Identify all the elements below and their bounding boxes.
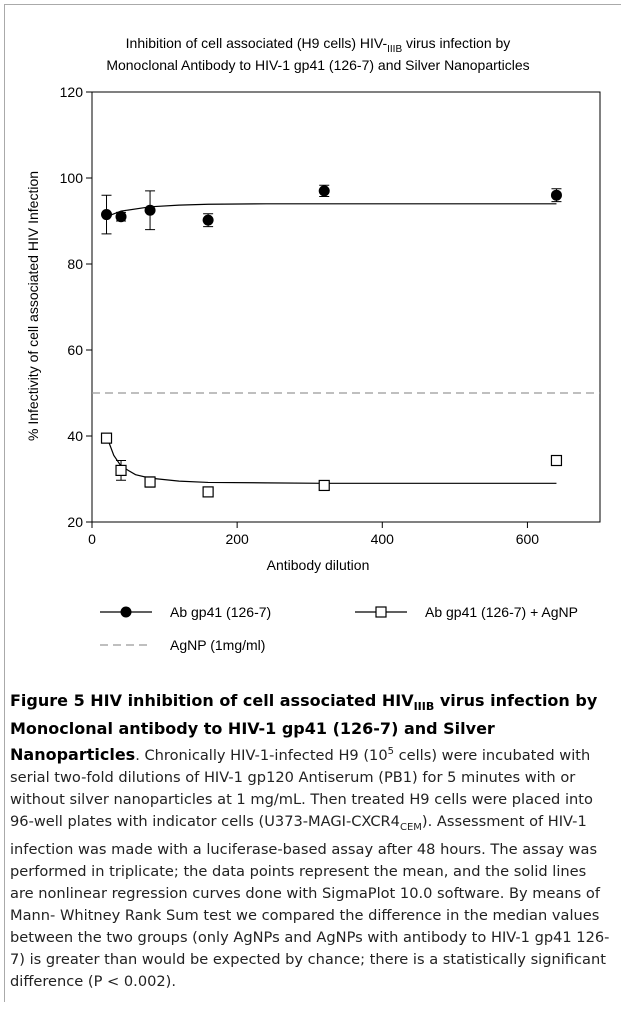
legend-label: Ab gp41 (126-7) + AgNP: [425, 604, 578, 620]
data-point: [100, 432, 113, 444]
caption-text: . Chronically HIV-1-infected H9 (10: [135, 746, 388, 764]
y-tick-label: 120: [60, 84, 84, 100]
legend-marker: [375, 606, 387, 618]
title-sub: IIIB: [387, 44, 402, 55]
chart-title: Monoclonal Antibody to HIV-1 gp41 (126-7…: [106, 57, 529, 73]
caption-text: virus infection by Monoclonal antibody t…: [10, 691, 598, 764]
x-tick-label: 400: [371, 531, 395, 547]
y-tick-label: 60: [67, 342, 83, 358]
plot-frame: [91, 91, 601, 523]
data-point: [318, 479, 330, 492]
x-tick-label: 200: [225, 531, 249, 547]
data-point: [144, 476, 156, 488]
data-point: [550, 454, 563, 467]
figure-frame: [4, 4, 621, 1002]
legend-label: AgNP (1mg/ml): [170, 637, 265, 653]
caption-text: 5: [387, 745, 394, 757]
chart: Inhibition of cell associated (H9 cells)…: [25, 35, 601, 653]
y-tick-label: 40: [67, 428, 83, 444]
data-point: [144, 204, 156, 216]
legend-label: Ab gp41 (126-7): [170, 604, 271, 620]
caption-text: Figure 5 HIV inhibition of cell associat…: [10, 691, 414, 710]
x-tick-label: 600: [516, 531, 540, 547]
data-point: [318, 185, 330, 197]
caption-text: IIIB: [413, 699, 435, 713]
data-point: [550, 189, 562, 201]
x-axis-label: Antibody dilution: [267, 557, 370, 573]
fit-curve: [105, 435, 557, 484]
y-axis-label: % Infectivity of cell associated HIV Inf…: [25, 171, 41, 441]
title-part: Inhibition of cell associated (H9 cells)…: [126, 35, 388, 51]
data-point: [115, 464, 127, 476]
y-tick-label: 80: [67, 256, 83, 272]
data-point: [202, 486, 214, 498]
y-tick-label: 100: [60, 170, 84, 186]
x-tick-label: 0: [88, 531, 96, 547]
data-point: [101, 209, 113, 221]
caption-text: ). Assessment of HIV-1 infection was mad…: [10, 812, 610, 990]
fit-curve: [106, 203, 557, 218]
y-tick-label: 20: [67, 514, 83, 530]
figure-caption: Figure 5 HIV inhibition of cell associat…: [10, 690, 610, 993]
caption-text: CEM: [399, 821, 422, 833]
caption-text: cells) were incubated with serial two-fo…: [10, 746, 593, 830]
chart-title: Inhibition of cell associated (H9 cells)…: [126, 35, 511, 55]
title-part: virus infection by: [402, 35, 510, 51]
legend-marker: [120, 606, 132, 618]
data-point: [115, 211, 127, 223]
data-point: [202, 214, 214, 226]
